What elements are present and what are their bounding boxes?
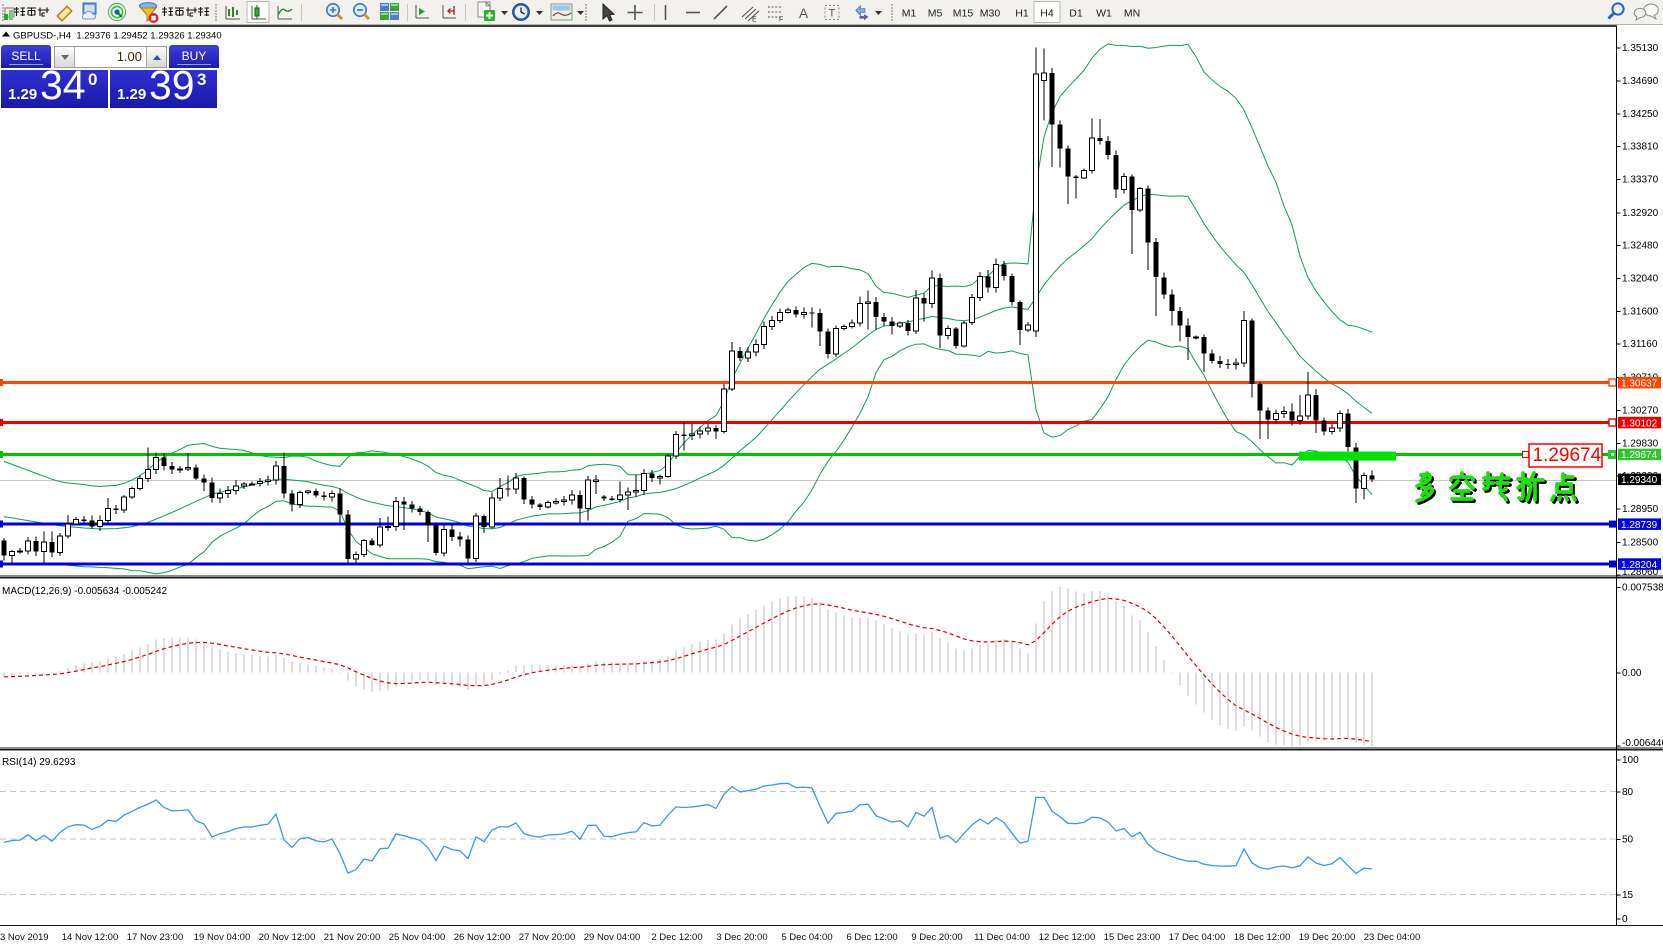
svg-text:1.29674: 1.29674 xyxy=(1533,445,1602,466)
svg-text:19 Dec 20:00: 19 Dec 20:00 xyxy=(1299,932,1356,943)
svg-text:W1: W1 xyxy=(1096,8,1112,20)
svg-text:27 Nov 20:00: 27 Nov 20:00 xyxy=(519,932,576,943)
svg-text:19 Nov 04:00: 19 Nov 04:00 xyxy=(194,932,251,943)
svg-text:H1: H1 xyxy=(1015,8,1029,20)
svg-text:2 Dec 12:00: 2 Dec 12:00 xyxy=(651,932,702,943)
svg-text:18 Dec 12:00: 18 Dec 12:00 xyxy=(1234,932,1291,943)
svg-text:1.32480: 1.32480 xyxy=(1622,241,1659,252)
svg-text:15: 15 xyxy=(1622,890,1634,901)
svg-text:20 Nov 12:00: 20 Nov 12:00 xyxy=(259,932,316,943)
svg-text:F: F xyxy=(779,17,783,24)
svg-text:1.34690: 1.34690 xyxy=(1622,76,1659,87)
svg-text:0: 0 xyxy=(1622,914,1628,925)
svg-text:M15: M15 xyxy=(953,8,974,20)
svg-text:23 Dec 04:00: 23 Dec 04:00 xyxy=(1364,932,1421,943)
svg-text:14 Nov 12:00: 14 Nov 12:00 xyxy=(62,932,119,943)
svg-text:1.35130: 1.35130 xyxy=(1622,43,1659,54)
svg-text:1.34250: 1.34250 xyxy=(1622,109,1659,120)
svg-text:3 Nov 2019: 3 Nov 2019 xyxy=(0,932,49,943)
svg-text:1.32040: 1.32040 xyxy=(1622,274,1659,285)
svg-text:1.33370: 1.33370 xyxy=(1622,174,1659,185)
svg-text:3 Dec 20:00: 3 Dec 20:00 xyxy=(716,932,767,943)
svg-text:1.30637: 1.30637 xyxy=(1621,378,1658,389)
svg-text:A: A xyxy=(799,6,808,21)
svg-text:1.30270: 1.30270 xyxy=(1622,406,1659,417)
svg-text:1.28739: 1.28739 xyxy=(1621,520,1658,531)
svg-text:RSI(14) 29.6293: RSI(14) 29.6293 xyxy=(2,757,76,768)
svg-text:11 Dec 04:00: 11 Dec 04:00 xyxy=(974,932,1030,943)
svg-text:H4: H4 xyxy=(1040,8,1054,20)
svg-text:1.30102: 1.30102 xyxy=(1621,418,1658,429)
svg-text:25 Nov 04:00: 25 Nov 04:00 xyxy=(389,932,446,943)
svg-text:1.31160: 1.31160 xyxy=(1622,339,1658,350)
svg-text:D1: D1 xyxy=(1069,8,1083,20)
svg-text:100: 100 xyxy=(1622,755,1639,766)
svg-text:MACD(12,26,9) -0.005634 -0.005: MACD(12,26,9) -0.005634 -0.005242 xyxy=(2,586,168,597)
svg-text:MN: MN xyxy=(1124,8,1140,20)
svg-text:1.28060: 1.28060 xyxy=(1622,567,1659,578)
svg-text:GBPUSD-,H4 1.29376 1.29452 1.: GBPUSD-,H4 1.29376 1.29452 1.29326 1.293… xyxy=(13,31,222,42)
svg-text:0.007538: 0.007538 xyxy=(1622,583,1663,594)
svg-text:1.28950: 1.28950 xyxy=(1622,504,1659,515)
svg-text:21 Nov 20:00: 21 Nov 20:00 xyxy=(324,932,381,943)
svg-text:1.29674: 1.29674 xyxy=(1621,450,1658,461)
svg-text:1.29830: 1.29830 xyxy=(1622,438,1659,449)
svg-text:5 Dec 04:00: 5 Dec 04:00 xyxy=(781,932,832,943)
svg-text:17 Dec 04:00: 17 Dec 04:00 xyxy=(1169,932,1226,943)
svg-text:0.00: 0.00 xyxy=(1622,668,1642,679)
svg-text:M1: M1 xyxy=(902,8,917,20)
svg-text:-0.006446: -0.006446 xyxy=(1622,738,1663,749)
svg-text:12 Dec 12:00: 12 Dec 12:00 xyxy=(1039,932,1096,943)
svg-text:1.29340: 1.29340 xyxy=(1621,475,1658,486)
svg-text:1.28204: 1.28204 xyxy=(1621,560,1658,571)
svg-text:M30: M30 xyxy=(980,8,1001,20)
svg-text:17 Nov 23:00: 17 Nov 23:00 xyxy=(127,932,184,943)
svg-text:M5: M5 xyxy=(928,8,943,20)
svg-text:29 Nov 04:00: 29 Nov 04:00 xyxy=(584,932,641,943)
svg-text:26 Nov 12:00: 26 Nov 12:00 xyxy=(454,932,511,943)
svg-text:9 Dec 20:00: 9 Dec 20:00 xyxy=(911,932,962,943)
svg-text:1.31600: 1.31600 xyxy=(1622,306,1659,317)
svg-text:50: 50 xyxy=(1622,835,1634,846)
svg-text:1.32920: 1.32920 xyxy=(1622,208,1659,219)
svg-text:1.33810: 1.33810 xyxy=(1622,142,1659,153)
svg-text:E: E xyxy=(752,17,757,24)
svg-text:6 Dec 12:00: 6 Dec 12:00 xyxy=(846,932,897,943)
svg-text:1.28500: 1.28500 xyxy=(1622,537,1659,548)
svg-text:T: T xyxy=(829,8,836,20)
svg-text:15 Dec 23:00: 15 Dec 23:00 xyxy=(1104,932,1161,943)
svg-text:80: 80 xyxy=(1622,787,1634,798)
